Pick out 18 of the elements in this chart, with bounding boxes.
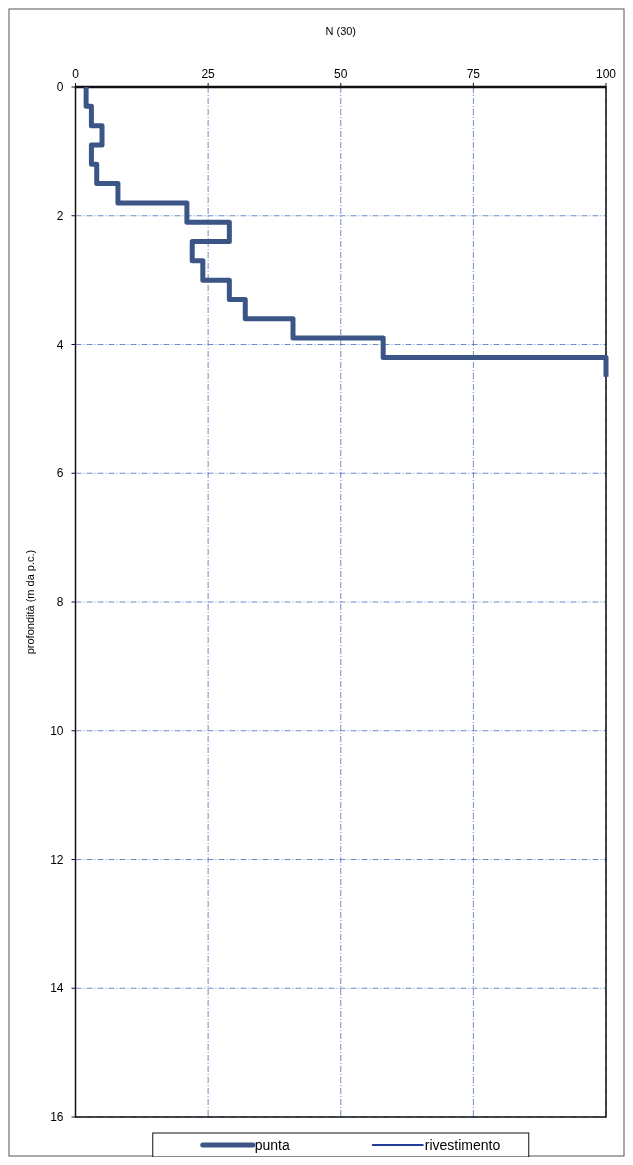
y-axis-title: profondità (m da p.c.) bbox=[23, 549, 36, 655]
y-tick-label: 16 bbox=[50, 1110, 64, 1124]
y-tick-label: 10 bbox=[50, 723, 64, 738]
x-tick-label: 50 bbox=[334, 67, 348, 81]
legend-label: punta bbox=[254, 1137, 290, 1153]
y-tick-label: 2 bbox=[56, 208, 64, 223]
y-tick-label: 4 bbox=[56, 337, 64, 352]
x-tick-label: 75 bbox=[466, 67, 481, 81]
x-tick-label: 0 bbox=[72, 67, 80, 81]
y-tick-label: 0 bbox=[56, 80, 64, 94]
legend-label: rivestimento bbox=[424, 1137, 501, 1153]
x-axis-title: N (30) bbox=[325, 25, 357, 37]
y-tick-label: 6 bbox=[56, 466, 64, 481]
x-tick-label: 100 bbox=[595, 67, 617, 81]
y-tick-label: 8 bbox=[56, 595, 64, 609]
y-tick-label: 14 bbox=[50, 981, 64, 996]
x-tick-label: 25 bbox=[201, 67, 216, 81]
y-tick-label: 12 bbox=[50, 852, 64, 867]
